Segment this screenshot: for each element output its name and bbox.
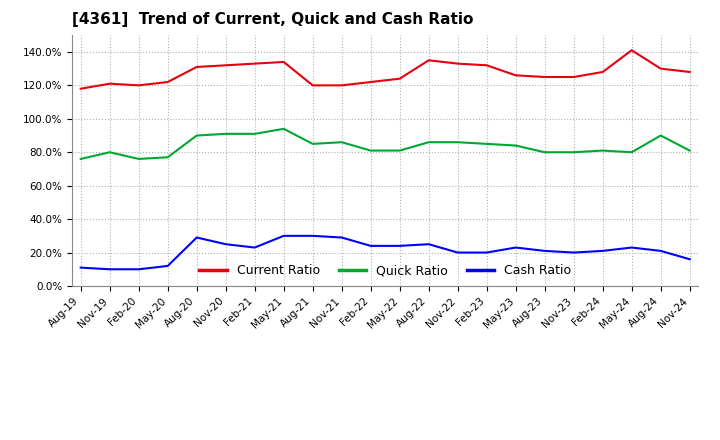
Current Ratio bbox=[251, 61, 259, 66]
Quick Ratio bbox=[163, 154, 172, 160]
Quick Ratio bbox=[395, 148, 404, 153]
Cash Ratio bbox=[308, 233, 317, 238]
Cash Ratio bbox=[570, 250, 578, 255]
Quick Ratio bbox=[598, 148, 607, 153]
Cash Ratio bbox=[395, 243, 404, 249]
Cash Ratio bbox=[598, 248, 607, 253]
Current Ratio bbox=[541, 74, 549, 80]
Current Ratio bbox=[424, 58, 433, 63]
Cash Ratio bbox=[135, 267, 143, 272]
Current Ratio bbox=[308, 83, 317, 88]
Current Ratio bbox=[221, 62, 230, 68]
Line: Quick Ratio: Quick Ratio bbox=[81, 129, 690, 159]
Current Ratio bbox=[511, 73, 520, 78]
Quick Ratio bbox=[338, 139, 346, 145]
Current Ratio bbox=[76, 86, 85, 92]
Line: Cash Ratio: Cash Ratio bbox=[81, 236, 690, 269]
Quick Ratio bbox=[105, 150, 114, 155]
Current Ratio bbox=[598, 70, 607, 75]
Cash Ratio bbox=[105, 267, 114, 272]
Cash Ratio bbox=[627, 245, 636, 250]
Cash Ratio bbox=[657, 248, 665, 253]
Quick Ratio bbox=[135, 156, 143, 161]
Cash Ratio bbox=[366, 243, 375, 249]
Cash Ratio bbox=[454, 250, 462, 255]
Current Ratio bbox=[395, 76, 404, 81]
Quick Ratio bbox=[308, 141, 317, 147]
Current Ratio bbox=[657, 66, 665, 71]
Quick Ratio bbox=[627, 150, 636, 155]
Quick Ratio bbox=[685, 148, 694, 153]
Quick Ratio bbox=[279, 126, 288, 132]
Cash Ratio bbox=[76, 265, 85, 270]
Cash Ratio bbox=[482, 250, 491, 255]
Line: Current Ratio: Current Ratio bbox=[81, 50, 690, 89]
Text: [4361]  Trend of Current, Quick and Cash Ratio: [4361] Trend of Current, Quick and Cash … bbox=[72, 12, 473, 27]
Cash Ratio bbox=[163, 263, 172, 268]
Quick Ratio bbox=[251, 131, 259, 136]
Quick Ratio bbox=[366, 148, 375, 153]
Quick Ratio bbox=[192, 133, 201, 138]
Current Ratio bbox=[454, 61, 462, 66]
Cash Ratio bbox=[221, 242, 230, 247]
Cash Ratio bbox=[541, 248, 549, 253]
Cash Ratio bbox=[424, 242, 433, 247]
Quick Ratio bbox=[511, 143, 520, 148]
Quick Ratio bbox=[221, 131, 230, 136]
Cash Ratio bbox=[251, 245, 259, 250]
Cash Ratio bbox=[338, 235, 346, 240]
Quick Ratio bbox=[424, 139, 433, 145]
Current Ratio bbox=[135, 83, 143, 88]
Current Ratio bbox=[366, 79, 375, 84]
Cash Ratio bbox=[279, 233, 288, 238]
Quick Ratio bbox=[454, 139, 462, 145]
Current Ratio bbox=[570, 74, 578, 80]
Quick Ratio bbox=[570, 150, 578, 155]
Quick Ratio bbox=[541, 150, 549, 155]
Quick Ratio bbox=[76, 156, 85, 161]
Quick Ratio bbox=[657, 133, 665, 138]
Legend: Current Ratio, Quick Ratio, Cash Ratio: Current Ratio, Quick Ratio, Cash Ratio bbox=[194, 259, 576, 282]
Cash Ratio bbox=[685, 257, 694, 262]
Current Ratio bbox=[192, 64, 201, 70]
Current Ratio bbox=[482, 62, 491, 68]
Current Ratio bbox=[627, 48, 636, 53]
Current Ratio bbox=[163, 79, 172, 84]
Cash Ratio bbox=[511, 245, 520, 250]
Current Ratio bbox=[338, 83, 346, 88]
Current Ratio bbox=[105, 81, 114, 86]
Cash Ratio bbox=[192, 235, 201, 240]
Current Ratio bbox=[279, 59, 288, 65]
Quick Ratio bbox=[482, 141, 491, 147]
Current Ratio bbox=[685, 70, 694, 75]
